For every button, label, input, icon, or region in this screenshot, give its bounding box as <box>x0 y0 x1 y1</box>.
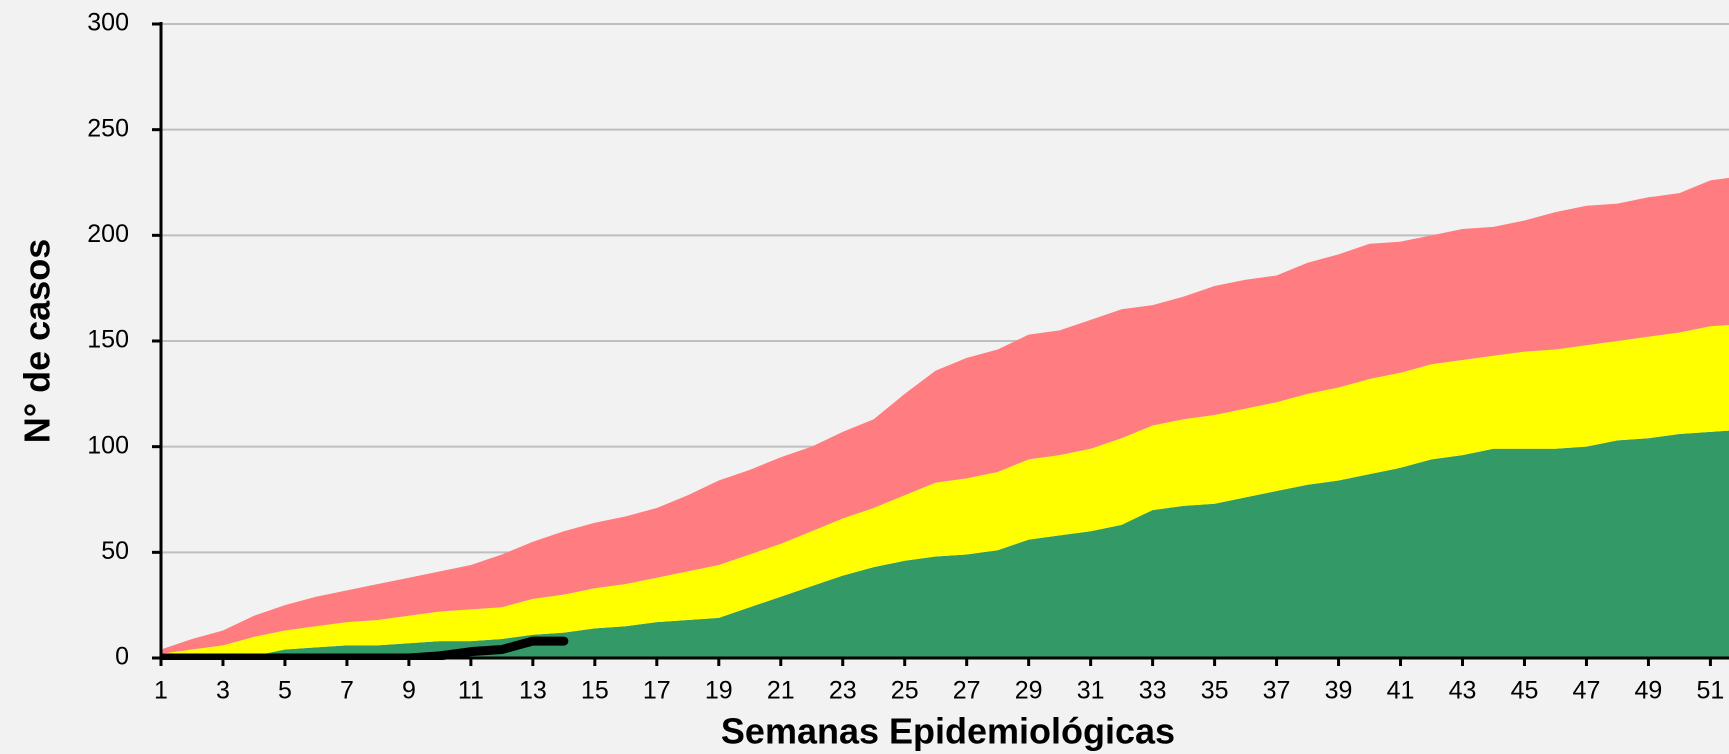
x-tick-label: 25 <box>891 677 919 705</box>
y-tick-label: 300 <box>87 9 129 37</box>
x-tick-label: 7 <box>340 677 354 705</box>
x-tick-label: 3 <box>216 677 230 705</box>
y-tick-label: 150 <box>87 326 129 354</box>
x-tick-label: 27 <box>953 677 981 705</box>
x-tick-label: 13 <box>519 677 547 705</box>
y-axis-title: N° de casos <box>17 239 58 444</box>
area <box>161 324 1729 658</box>
y-tick-label: 100 <box>87 431 129 459</box>
x-tick-label: 31 <box>1077 677 1105 705</box>
y-tick-label: 0 <box>115 643 129 671</box>
x-tick-label: 17 <box>643 677 671 705</box>
x-tick-label: 33 <box>1139 677 1167 705</box>
x-tick-label: 47 <box>1573 677 1601 705</box>
x-tick-label: 29 <box>1015 677 1043 705</box>
area <box>161 177 1729 654</box>
x-tick-label: 19 <box>705 677 733 705</box>
x-tick-label: 9 <box>402 677 416 705</box>
y-tick-label: 250 <box>87 114 129 142</box>
x-tick-label: 5 <box>278 677 292 705</box>
area <box>161 430 1729 658</box>
x-axis-title: Semanas Epidemiológicas <box>721 711 1175 752</box>
x-tick-label: 49 <box>1635 677 1663 705</box>
x-tick-label: 45 <box>1511 677 1539 705</box>
x-tick-label: 41 <box>1387 677 1415 705</box>
y-tick-label: 200 <box>87 220 129 248</box>
x-tick-label: 37 <box>1263 677 1291 705</box>
x-tick-label: 1 <box>154 677 168 705</box>
x-tick-label: 39 <box>1325 677 1353 705</box>
x-tick-label: 35 <box>1201 677 1229 705</box>
x-tick-label: 51 <box>1697 677 1725 705</box>
y-tick-label: 50 <box>101 537 129 565</box>
x-tick-label: 43 <box>1449 677 1477 705</box>
x-tick-label: 15 <box>581 677 609 705</box>
x-tick-label: 11 <box>458 677 484 705</box>
x-tick-label: 21 <box>767 677 795 705</box>
plot-area <box>161 177 1729 660</box>
x-tick-label: 23 <box>829 677 857 705</box>
